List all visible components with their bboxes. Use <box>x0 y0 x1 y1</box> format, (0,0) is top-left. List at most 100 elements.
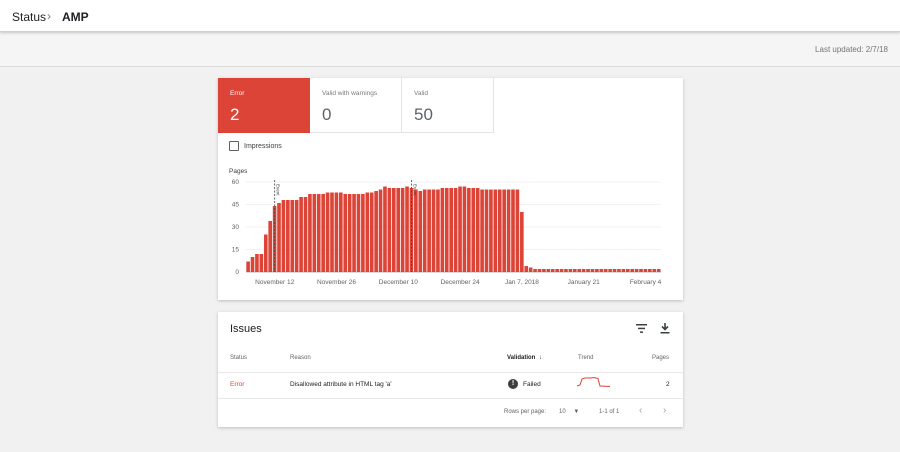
header-validation[interactable]: Validation ↓ <box>507 355 542 361</box>
bar[interactable] <box>542 269 546 272</box>
bar[interactable] <box>387 188 392 272</box>
bar[interactable] <box>528 267 533 273</box>
bar[interactable] <box>643 269 648 272</box>
bar[interactable] <box>396 188 401 272</box>
bar[interactable] <box>383 186 387 273</box>
bar[interactable] <box>590 269 595 272</box>
bar[interactable] <box>281 200 286 272</box>
error-tile[interactable]: Error 2 <box>218 78 310 133</box>
bar[interactable] <box>497 189 502 273</box>
impressions-checkbox[interactable] <box>229 141 239 151</box>
bar[interactable] <box>453 188 458 272</box>
warnings-tile[interactable]: Valid with warnings 0 <box>310 78 402 133</box>
bar[interactable] <box>630 269 635 272</box>
impressions-toggle[interactable]: Impressions <box>229 141 282 151</box>
bar[interactable] <box>250 257 255 272</box>
bar[interactable] <box>555 269 559 272</box>
bar[interactable] <box>625 269 630 272</box>
bar[interactable] <box>612 269 617 272</box>
bar[interactable] <box>418 191 423 272</box>
bar[interactable] <box>462 186 467 273</box>
bar[interactable] <box>652 269 657 272</box>
bar[interactable] <box>277 203 281 272</box>
bar[interactable] <box>458 186 462 273</box>
download-icon[interactable] <box>658 321 672 335</box>
bar[interactable] <box>356 194 361 272</box>
bar[interactable] <box>378 189 383 273</box>
bar[interactable] <box>564 269 568 272</box>
bar[interactable] <box>621 269 626 272</box>
bar[interactable] <box>475 188 480 272</box>
next-page-icon[interactable]: › <box>663 405 667 416</box>
bar[interactable] <box>608 269 612 272</box>
bar[interactable] <box>480 189 484 273</box>
bar[interactable] <box>524 266 529 272</box>
bar[interactable] <box>312 194 317 272</box>
bar[interactable] <box>374 191 378 272</box>
bar[interactable] <box>330 192 334 273</box>
bar[interactable] <box>325 192 330 273</box>
bar[interactable] <box>484 189 489 273</box>
breadcrumb-status[interactable]: Status <box>12 10 47 24</box>
bar[interactable] <box>550 269 555 272</box>
bar[interactable] <box>586 269 590 272</box>
bar[interactable] <box>365 192 370 273</box>
bar[interactable] <box>656 269 661 272</box>
bar[interactable] <box>294 200 299 272</box>
rows-per-page-select[interactable]: 10 ▼ <box>559 409 579 415</box>
bar[interactable] <box>511 189 515 273</box>
bar[interactable] <box>405 186 409 273</box>
bar[interactable] <box>414 189 418 273</box>
bar[interactable] <box>634 269 639 272</box>
bar[interactable] <box>391 188 396 272</box>
bar[interactable] <box>299 197 303 272</box>
bar[interactable] <box>577 269 582 272</box>
bar[interactable] <box>444 188 449 272</box>
bar[interactable] <box>308 194 312 272</box>
bar[interactable] <box>303 197 308 272</box>
bar[interactable] <box>515 189 520 273</box>
bar[interactable] <box>467 188 471 272</box>
bar[interactable] <box>648 269 652 272</box>
prev-page-icon[interactable]: ‹ <box>639 405 643 416</box>
bar[interactable] <box>489 189 493 273</box>
bar[interactable] <box>268 221 272 272</box>
bar[interactable] <box>595 269 599 272</box>
bar[interactable] <box>559 269 564 272</box>
bar[interactable] <box>246 261 250 273</box>
bar[interactable] <box>290 200 295 272</box>
bar[interactable] <box>639 269 643 272</box>
bar[interactable] <box>599 269 604 272</box>
bar[interactable] <box>573 269 577 272</box>
bar[interactable] <box>471 188 476 272</box>
bar[interactable] <box>493 189 498 273</box>
bar[interactable] <box>431 189 436 273</box>
bar[interactable] <box>617 269 621 272</box>
bar[interactable] <box>436 189 440 273</box>
bar[interactable] <box>502 189 506 273</box>
bar[interactable] <box>321 194 325 272</box>
bar[interactable] <box>427 189 431 273</box>
bar[interactable] <box>361 194 365 272</box>
bar[interactable] <box>343 194 348 272</box>
bar[interactable] <box>533 269 537 272</box>
bar[interactable] <box>339 192 343 273</box>
bar[interactable] <box>449 188 453 272</box>
bar[interactable] <box>369 192 374 273</box>
bar[interactable] <box>440 188 445 272</box>
bar[interactable] <box>352 194 356 272</box>
bar[interactable] <box>537 269 542 272</box>
bar[interactable] <box>546 269 551 272</box>
bar[interactable] <box>581 269 586 272</box>
bar[interactable] <box>272 206 277 272</box>
filter-icon[interactable] <box>634 321 648 335</box>
bar[interactable] <box>400 188 405 272</box>
bar[interactable] <box>568 269 573 272</box>
bar[interactable] <box>347 194 352 272</box>
bar[interactable] <box>334 192 339 273</box>
bar[interactable] <box>520 212 524 272</box>
bar[interactable] <box>316 194 321 272</box>
bar[interactable] <box>603 269 608 272</box>
valid-tile[interactable]: Valid 50 <box>402 78 494 133</box>
bar[interactable] <box>255 254 259 272</box>
